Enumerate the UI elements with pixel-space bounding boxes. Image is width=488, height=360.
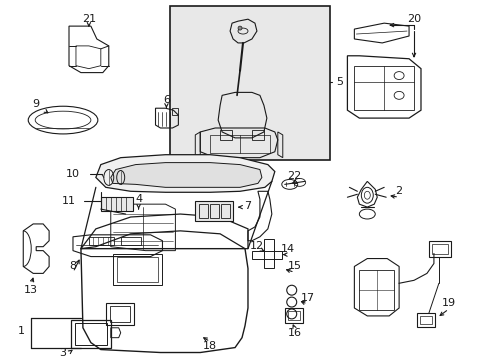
Bar	[75, 323, 106, 345]
Bar	[117, 257, 158, 282]
Bar	[284, 308, 302, 323]
Text: 15: 15	[287, 261, 301, 271]
Bar	[210, 204, 219, 218]
Text: 10: 10	[66, 170, 80, 180]
Bar	[109, 306, 129, 322]
Bar	[431, 244, 447, 253]
Polygon shape	[96, 155, 274, 192]
Text: 6: 6	[163, 95, 170, 105]
Bar	[105, 303, 133, 325]
Text: 17: 17	[300, 293, 314, 303]
Bar	[354, 66, 413, 110]
Bar	[199, 204, 208, 218]
Text: 20: 20	[406, 14, 420, 24]
Bar	[359, 270, 393, 310]
Bar	[428, 241, 450, 257]
Text: 8: 8	[69, 261, 77, 271]
Bar	[101, 197, 132, 211]
Text: 11: 11	[62, 196, 76, 206]
Text: 3: 3	[60, 347, 66, 357]
Text: 19: 19	[441, 298, 455, 308]
Polygon shape	[111, 163, 262, 187]
Bar	[89, 237, 114, 245]
Bar	[419, 316, 431, 324]
Bar	[113, 253, 162, 285]
Bar	[416, 313, 434, 327]
Bar	[210, 135, 269, 153]
Bar	[195, 201, 233, 221]
Text: 21: 21	[81, 14, 96, 24]
Text: 9: 9	[33, 99, 40, 109]
Bar	[251, 130, 264, 140]
Text: 16: 16	[287, 328, 301, 338]
Text: 14: 14	[280, 244, 294, 254]
Bar	[170, 6, 329, 159]
Text: 7: 7	[244, 201, 251, 211]
Bar	[71, 320, 111, 347]
Bar	[121, 237, 141, 245]
Text: 1: 1	[18, 326, 25, 336]
Text: 2: 2	[395, 186, 402, 196]
Text: 5: 5	[335, 77, 342, 87]
Bar	[220, 130, 232, 140]
Ellipse shape	[238, 26, 242, 30]
Text: 22: 22	[287, 171, 301, 181]
Text: 4: 4	[135, 194, 142, 204]
Text: 13: 13	[24, 285, 38, 295]
Text: 18: 18	[203, 341, 217, 351]
Bar	[221, 204, 230, 218]
Text: 12: 12	[249, 241, 264, 251]
Bar	[287, 311, 299, 320]
